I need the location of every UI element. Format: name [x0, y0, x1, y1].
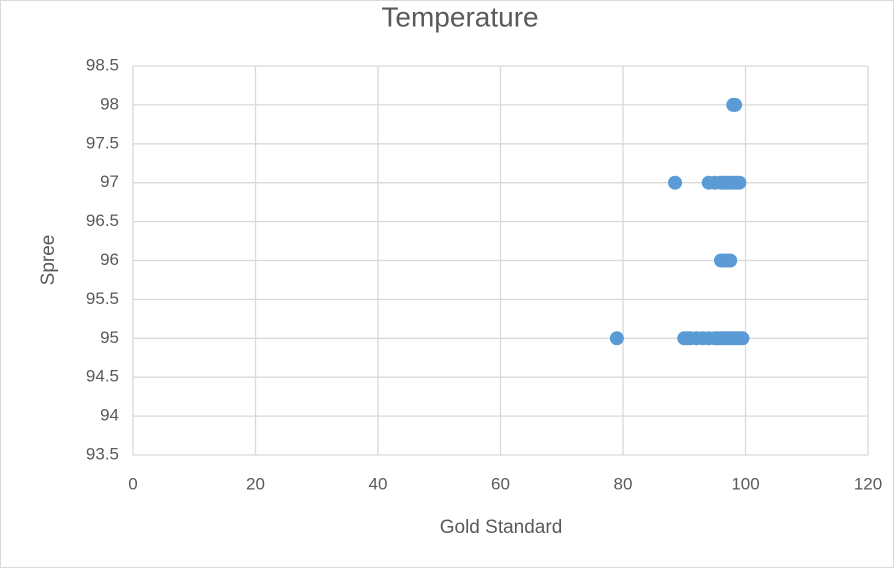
point: [723, 253, 738, 268]
y-tick-label: 93.5: [86, 444, 119, 463]
x-tick-label: 80: [614, 474, 633, 493]
y-tick-label: 94.5: [86, 367, 119, 386]
point: [609, 331, 624, 346]
y-tick-label: 98: [100, 94, 119, 113]
x-tick-label: 60: [491, 474, 510, 493]
y-tick-label: 97.5: [86, 133, 119, 152]
x-tick-label: 100: [731, 474, 759, 493]
x-tick-label: 40: [369, 474, 388, 493]
y-axis-title: Spree: [38, 235, 59, 286]
x-tick-label: 0: [128, 474, 137, 493]
point: [728, 97, 743, 112]
y-tick-label: 97: [100, 172, 119, 191]
y-tick-label: 96.5: [86, 211, 119, 230]
y-tick-label: 95: [100, 328, 119, 347]
point: [735, 331, 750, 346]
chart-title: Temperature: [381, 1, 538, 32]
y-tick-label: 98.5: [86, 55, 119, 74]
y-tick-label: 96: [100, 250, 119, 269]
point: [732, 175, 747, 190]
x-tick-label: 120: [854, 474, 882, 493]
y-tick-label: 94: [100, 406, 119, 425]
x-axis-title: Gold Standard: [440, 517, 563, 538]
x-tick-label: 20: [246, 474, 265, 493]
point: [668, 175, 683, 190]
y-tick-label: 95.5: [86, 289, 119, 308]
